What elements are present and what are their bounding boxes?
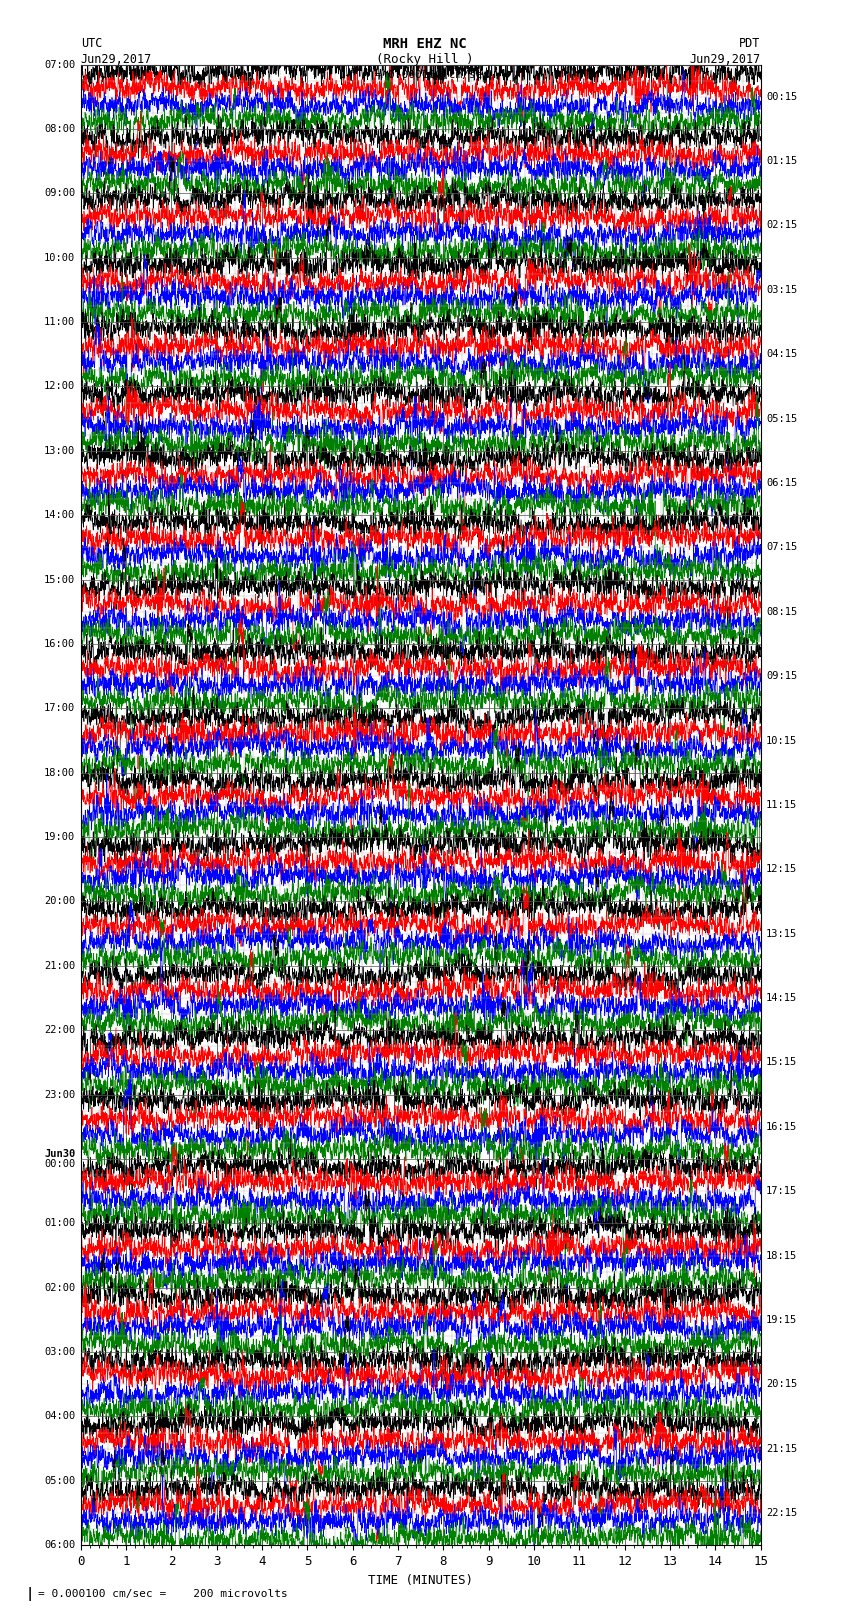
Text: 13:15: 13:15 bbox=[766, 929, 797, 939]
Text: 14:00: 14:00 bbox=[44, 510, 76, 519]
Text: 06:15: 06:15 bbox=[766, 477, 797, 489]
Text: |: | bbox=[26, 1587, 34, 1600]
Text: 08:15: 08:15 bbox=[766, 606, 797, 616]
Text: Jun29,2017: Jun29,2017 bbox=[81, 53, 152, 66]
Text: 18:00: 18:00 bbox=[44, 768, 76, 777]
Text: 00:00: 00:00 bbox=[44, 1160, 76, 1169]
Text: 20:00: 20:00 bbox=[44, 897, 76, 907]
Text: 01:15: 01:15 bbox=[766, 156, 797, 166]
Text: 23:00: 23:00 bbox=[44, 1090, 76, 1100]
Text: 05:15: 05:15 bbox=[766, 413, 797, 424]
Text: 06:00: 06:00 bbox=[44, 1540, 76, 1550]
Text: Jun29,2017: Jun29,2017 bbox=[689, 53, 761, 66]
Text: 14:15: 14:15 bbox=[766, 994, 797, 1003]
Text: 22:15: 22:15 bbox=[766, 1508, 797, 1518]
Text: 17:00: 17:00 bbox=[44, 703, 76, 713]
Text: 19:00: 19:00 bbox=[44, 832, 76, 842]
Text: 07:15: 07:15 bbox=[766, 542, 797, 552]
Text: 08:00: 08:00 bbox=[44, 124, 76, 134]
Text: 12:00: 12:00 bbox=[44, 381, 76, 392]
Text: 04:00: 04:00 bbox=[44, 1411, 76, 1421]
Text: 09:00: 09:00 bbox=[44, 189, 76, 198]
Text: MRH EHZ NC: MRH EHZ NC bbox=[383, 37, 467, 52]
Text: 20:15: 20:15 bbox=[766, 1379, 797, 1389]
Text: 05:00: 05:00 bbox=[44, 1476, 76, 1486]
Text: Jun30: Jun30 bbox=[44, 1148, 76, 1160]
Text: 02:00: 02:00 bbox=[44, 1282, 76, 1292]
Text: 10:00: 10:00 bbox=[44, 253, 76, 263]
Text: 11:00: 11:00 bbox=[44, 318, 76, 327]
Text: 09:15: 09:15 bbox=[766, 671, 797, 681]
Text: 11:15: 11:15 bbox=[766, 800, 797, 810]
Text: 00:15: 00:15 bbox=[766, 92, 797, 102]
Text: 22:00: 22:00 bbox=[44, 1026, 76, 1036]
Text: | = 0.000100 cm/sec: | = 0.000100 cm/sec bbox=[361, 69, 489, 81]
Text: 21:15: 21:15 bbox=[766, 1444, 797, 1453]
Text: 16:00: 16:00 bbox=[44, 639, 76, 648]
Text: 19:15: 19:15 bbox=[766, 1315, 797, 1324]
Text: = 0.000100 cm/sec =    200 microvolts: = 0.000100 cm/sec = 200 microvolts bbox=[38, 1589, 288, 1598]
Text: 10:15: 10:15 bbox=[766, 736, 797, 745]
Text: 12:15: 12:15 bbox=[766, 865, 797, 874]
Text: 17:15: 17:15 bbox=[766, 1186, 797, 1197]
Text: 21:00: 21:00 bbox=[44, 961, 76, 971]
Text: 13:00: 13:00 bbox=[44, 445, 76, 456]
Text: 04:15: 04:15 bbox=[766, 350, 797, 360]
Text: UTC: UTC bbox=[81, 37, 102, 50]
Text: 03:00: 03:00 bbox=[44, 1347, 76, 1357]
Text: 15:15: 15:15 bbox=[766, 1058, 797, 1068]
Text: 18:15: 18:15 bbox=[766, 1250, 797, 1260]
X-axis label: TIME (MINUTES): TIME (MINUTES) bbox=[368, 1574, 473, 1587]
Text: (Rocky Hill ): (Rocky Hill ) bbox=[377, 53, 473, 66]
Text: 07:00: 07:00 bbox=[44, 60, 76, 69]
Text: 02:15: 02:15 bbox=[766, 221, 797, 231]
Text: PDT: PDT bbox=[740, 37, 761, 50]
Text: 03:15: 03:15 bbox=[766, 286, 797, 295]
Text: 16:15: 16:15 bbox=[766, 1121, 797, 1132]
Text: 01:00: 01:00 bbox=[44, 1218, 76, 1229]
Text: 15:00: 15:00 bbox=[44, 574, 76, 584]
